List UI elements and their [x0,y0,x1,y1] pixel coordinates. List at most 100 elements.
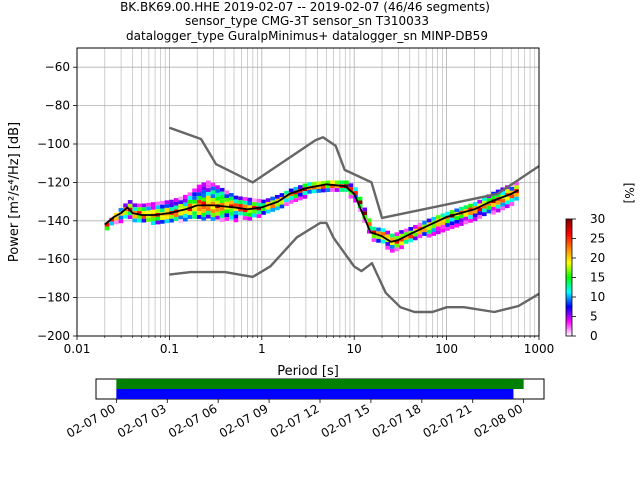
ppsd-cell [196,188,202,193]
ppsd-cell [265,202,271,206]
ppsd-cell [440,213,446,218]
noise-model-nlnm [169,221,539,314]
ppsd-cell [417,234,423,239]
ppsd-cell [242,200,248,205]
ppsd-cell [229,215,234,220]
ppsd-cell [206,214,211,219]
ppsd-cell [459,206,464,211]
ppsd-cell [210,182,216,187]
ppsd-cell [445,223,450,227]
ppsd-cell [229,193,234,197]
ppsd-cell [265,209,271,214]
ppsd-cell [270,200,276,205]
ppsd-cell [288,188,294,193]
ppsd-cell [150,217,156,222]
ppsd-cell [178,215,184,220]
ppsd-cell [229,196,234,201]
ppsd-cell [238,200,243,205]
ppsd-cell [256,198,262,203]
ppsd-cell [206,199,211,204]
ppsd-cell [155,216,161,221]
ppsd-cell [169,214,174,219]
ppsd-cell [219,210,225,215]
ppsd-cell [362,211,368,216]
ppsd-cell [431,232,437,236]
ppsd-cell [155,201,161,206]
ppsd-cell [201,209,207,213]
ppsd-cell [183,217,188,222]
ppsd-cell [431,224,437,229]
ppsd-cell [376,231,381,236]
ppsd-cell [256,214,262,218]
ppsd-cell [376,238,381,243]
timeline-tick-label: 02-08 00 [471,401,525,440]
ppsd-cell [224,194,230,199]
ppsd-cell [459,222,464,226]
ppsd-cell [394,243,400,248]
ppsd-cell [505,196,510,201]
ppsd-cell [495,200,501,205]
ppsd-cell [486,209,492,214]
ppsd-cell [224,201,230,206]
ppsd-cell [192,192,197,197]
ppsd-cell [196,215,202,219]
ppsd-cell [454,223,460,228]
ppsd-cell [219,218,225,223]
ppsd-cell [463,212,469,217]
ppsd-cell [265,198,271,203]
ppsd-cell [325,188,331,192]
ppsd-cell [472,205,478,210]
ppsd-cell [173,205,179,210]
x-axis-label: Period [s] [277,364,339,379]
ppsd-cell [123,211,128,215]
ppsd-cell [371,226,377,231]
ppsd-cell [376,227,381,232]
ppsd-cell [164,219,170,224]
ppsd-cell [390,237,395,242]
ppsd-cell [491,195,496,200]
ppsd-cell [219,191,225,196]
ppsd-cell [357,200,363,205]
ppsd-cell [426,226,432,231]
ppsd-cell [505,204,510,209]
ppsd-cell [445,226,450,231]
ppsd-cell [472,209,478,214]
ppsd-cell [302,183,308,188]
ppsd-cell [449,217,455,222]
y-axis-ticks: −60 −80 −100 −120 −140 −160 −180 −200 [37,60,77,343]
ppsd-cell [321,188,326,193]
ppsd-cell [233,195,239,200]
ppsd-cell [265,205,271,210]
median-line [104,183,519,243]
ppsd-cell [399,233,404,238]
ppsd-cell [150,209,156,214]
ppsd-cell [463,216,469,221]
ppsd-cell [380,239,386,244]
timeline-tick-label: 02-07 09 [217,401,271,440]
ppsd-cell [201,193,207,198]
ppsd-cell [238,215,243,220]
ppsd-cell [164,207,170,212]
ppsd-cell [440,228,446,233]
ppsd-cell [238,207,243,212]
ppsd-cell [399,237,404,242]
ppsd-cell [150,202,156,207]
ppsd-cell [482,212,487,217]
ppsd-cell [445,211,450,216]
ppsd-cell [459,214,464,219]
ppsd-cell [284,202,289,207]
ppsd-cell [298,192,303,197]
ppsd-cell [385,230,391,235]
ppsd-cell [169,203,174,208]
ppsd-cell [224,217,230,221]
ppsd-cell [183,198,188,203]
ppsd-cell [173,198,179,202]
figure-title: BK.BK69.00.HHE 2019-02-07 -- 2019-02-07 … [120,0,490,43]
ppsd-cell [238,204,243,208]
colorbar-tick-label: 30 [590,212,605,226]
ppsd-cell [445,219,450,224]
ppsd-cell [132,207,138,211]
colorbar-tick-label: 0 [590,329,598,343]
ppsd-cell [215,208,220,212]
ppsd-cell [224,198,230,202]
